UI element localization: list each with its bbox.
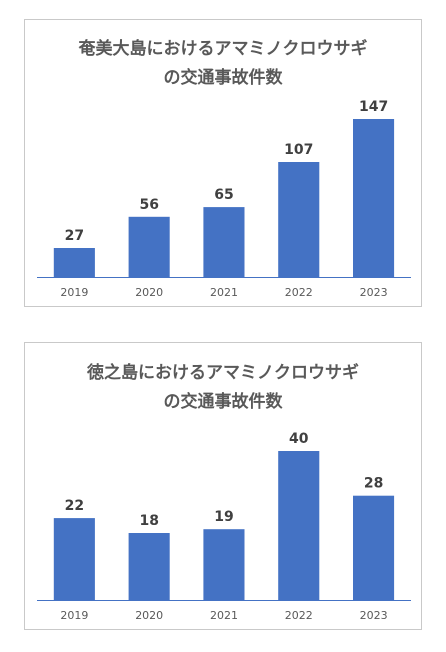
bar-2021 [203,529,245,600]
data-label-2023: 147 [359,99,388,115]
data-label-2020: 56 [139,197,158,213]
chart-panel-tokunoshima: 徳之島におけるアマミノクロウサギ の交通事故件数 22 2019 18 2020 19 2… [24,342,422,630]
bar-2021 [203,207,245,277]
chart-title-line-1: 奄美大島におけるアマミノクロウサギ [78,39,368,59]
chart-title: 奄美大島におけるアマミノクロウサギ の交通事故件数 [25,35,421,93]
chart-title-line-2: の交通事故件数 [163,392,283,412]
data-label-2019: 27 [65,228,84,244]
data-label-2021: 19 [214,509,233,525]
x-tick-label-2023: 2023 [360,609,388,622]
bar-2019 [53,248,95,277]
chart-panel-amami-oshima: 奄美大島におけるアマミノクロウサギ の交通事故件数 27 2019 56 2020 65… [24,19,422,307]
bar-2022 [278,451,320,600]
x-tick-label-2019: 2019 [60,609,88,622]
x-tick-label-2023: 2023 [360,286,388,299]
data-label-2021: 65 [214,187,233,203]
data-label-2022: 107 [284,142,313,158]
bar-2023 [353,119,395,277]
x-tick-label-2019: 2019 [60,286,88,299]
bar-2020 [128,216,170,277]
x-tick-label-2022: 2022 [285,286,313,299]
bar-2020 [128,533,170,600]
x-tick-label-2021: 2021 [210,286,238,299]
x-tick-label-2020: 2020 [135,609,163,622]
chart-title-line-1: 徳之島におけるアマミノクロウサギ [87,363,359,383]
bar-2022 [278,162,320,277]
bar-2023 [353,495,395,600]
chart-title-line-2: の交通事故件数 [163,68,283,88]
data-label-2023: 28 [364,476,383,492]
x-tick-label-2021: 2021 [210,609,238,622]
bar-chart: 22 2019 18 2020 19 2021 40 2022 28 2023 [37,431,411,622]
x-tick-label-2022: 2022 [285,609,313,622]
data-label-2022: 40 [289,431,309,447]
chart-title: 徳之島におけるアマミノクロウサギ の交通事故件数 [25,359,421,417]
data-label-2019: 22 [65,498,84,514]
data-label-2020: 18 [139,513,158,529]
bar-2019 [53,518,95,600]
bar-chart: 27 2019 56 2020 65 2021 107 2022 147 2023 [37,99,411,299]
x-tick-label-2020: 2020 [135,286,163,299]
